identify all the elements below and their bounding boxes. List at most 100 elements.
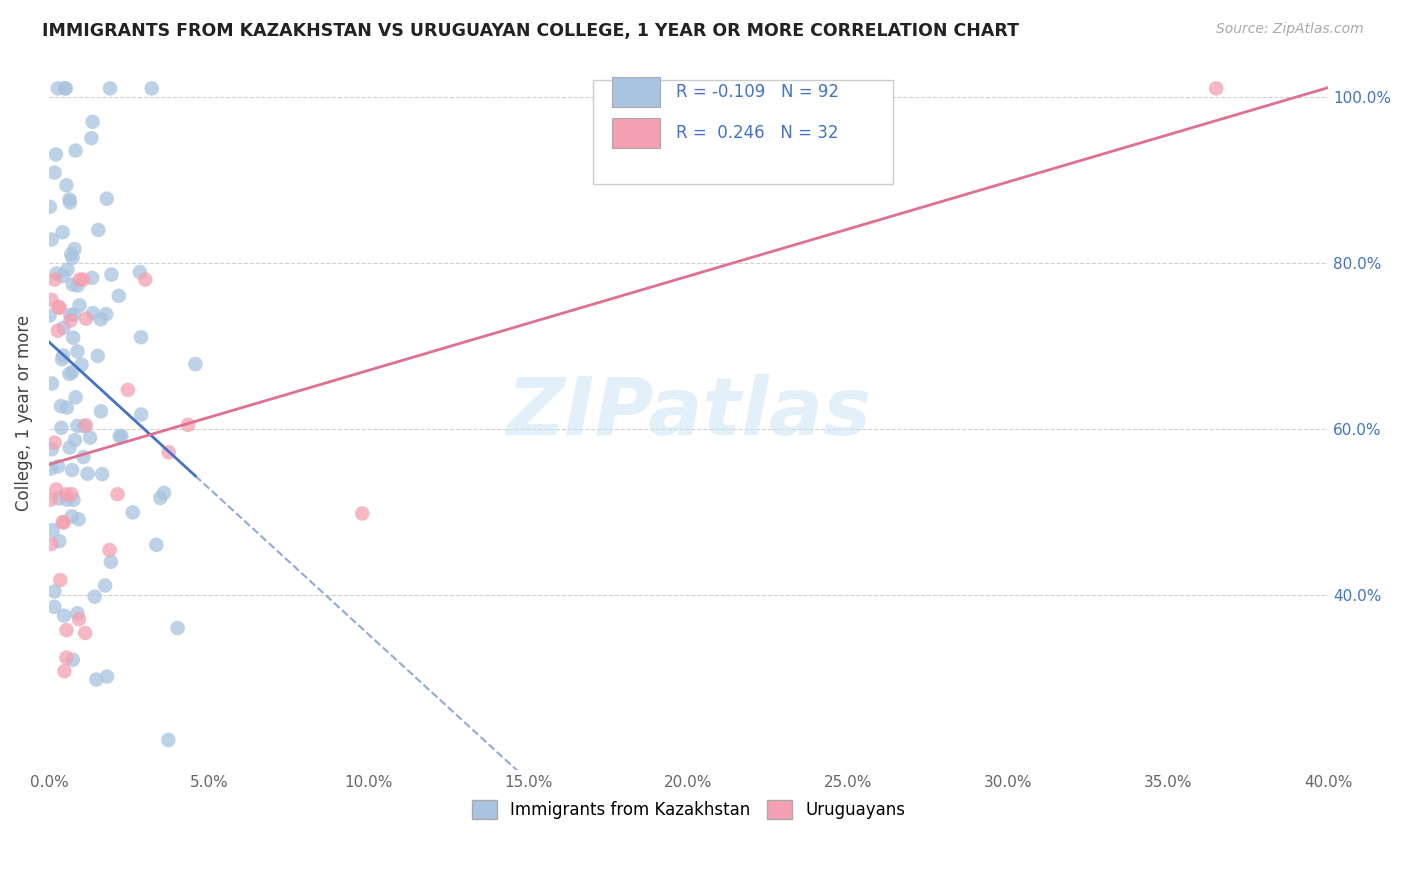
Point bbox=[55, 650, 77, 665]
Point bbox=[134, 272, 156, 286]
Point bbox=[72, 272, 94, 286]
Point bbox=[62, 277, 84, 292]
Point bbox=[108, 429, 131, 443]
Point bbox=[39, 461, 62, 475]
Point bbox=[48, 300, 70, 314]
Point bbox=[86, 673, 108, 687]
Point bbox=[52, 349, 75, 363]
Point bbox=[60, 365, 83, 379]
Point bbox=[90, 312, 112, 326]
Point bbox=[53, 608, 76, 623]
Point bbox=[44, 166, 66, 180]
Point bbox=[157, 445, 180, 459]
Y-axis label: College, 1 year or more: College, 1 year or more bbox=[15, 315, 32, 510]
Point bbox=[121, 505, 143, 519]
Point bbox=[44, 272, 66, 286]
Point bbox=[107, 289, 129, 303]
Point bbox=[59, 313, 82, 327]
Point bbox=[129, 408, 152, 422]
Point bbox=[65, 390, 87, 404]
Point bbox=[80, 131, 103, 145]
Point bbox=[352, 507, 374, 521]
Point bbox=[46, 459, 69, 474]
Point bbox=[72, 450, 94, 464]
Point bbox=[70, 358, 93, 372]
Point bbox=[110, 429, 132, 443]
Point bbox=[60, 247, 83, 261]
Point bbox=[60, 463, 83, 477]
Point bbox=[87, 223, 110, 237]
Point bbox=[91, 467, 114, 482]
Point bbox=[44, 435, 66, 450]
Point bbox=[184, 357, 207, 371]
Point bbox=[63, 434, 86, 448]
Point bbox=[45, 267, 67, 281]
Point bbox=[41, 523, 63, 537]
Text: R = -0.109   N = 92: R = -0.109 N = 92 bbox=[676, 83, 839, 102]
Point bbox=[82, 115, 104, 129]
Point bbox=[96, 669, 118, 683]
Point bbox=[59, 308, 82, 322]
Point bbox=[62, 331, 84, 345]
Point bbox=[67, 612, 90, 626]
FancyBboxPatch shape bbox=[592, 80, 893, 184]
Point bbox=[82, 306, 104, 320]
Point bbox=[53, 81, 76, 95]
Point bbox=[46, 324, 69, 338]
Text: R =  0.246   N = 32: R = 0.246 N = 32 bbox=[676, 124, 838, 142]
Point bbox=[96, 192, 118, 206]
Point bbox=[51, 421, 73, 435]
Point bbox=[52, 515, 75, 529]
Point bbox=[59, 195, 82, 210]
Point bbox=[66, 418, 89, 433]
Point bbox=[145, 538, 167, 552]
Point bbox=[82, 271, 104, 285]
Point bbox=[75, 418, 97, 433]
Point bbox=[67, 512, 90, 526]
Point bbox=[58, 367, 80, 381]
Point bbox=[60, 487, 83, 501]
Point bbox=[63, 242, 86, 256]
Point bbox=[73, 419, 96, 434]
Point bbox=[76, 467, 98, 481]
Point bbox=[166, 621, 188, 635]
Point bbox=[66, 278, 89, 293]
Point bbox=[39, 492, 62, 507]
Point bbox=[49, 573, 72, 587]
Point bbox=[1205, 81, 1227, 95]
Point bbox=[58, 193, 80, 207]
Point bbox=[107, 487, 129, 501]
Point bbox=[55, 178, 77, 193]
Point bbox=[100, 268, 122, 282]
Point bbox=[48, 491, 70, 506]
Point bbox=[69, 272, 91, 286]
Point bbox=[53, 664, 76, 678]
Point bbox=[83, 590, 105, 604]
Point bbox=[153, 486, 176, 500]
Point bbox=[44, 584, 66, 599]
Text: IMMIGRANTS FROM KAZAKHSTAN VS URUGUAYAN COLLEGE, 1 YEAR OR MORE CORRELATION CHAR: IMMIGRANTS FROM KAZAKHSTAN VS URUGUAYAN … bbox=[42, 22, 1019, 40]
Point bbox=[45, 147, 67, 161]
Point bbox=[48, 301, 70, 315]
Point bbox=[62, 653, 84, 667]
Point bbox=[55, 81, 77, 95]
Point bbox=[55, 623, 77, 637]
Point bbox=[75, 311, 97, 326]
Point bbox=[141, 81, 163, 95]
Point bbox=[90, 404, 112, 418]
Point bbox=[65, 144, 87, 158]
Text: ZIPatlas: ZIPatlas bbox=[506, 374, 872, 451]
Point bbox=[75, 626, 97, 640]
Point bbox=[39, 200, 62, 214]
Point bbox=[51, 352, 73, 367]
Point bbox=[49, 399, 72, 413]
Point bbox=[66, 607, 89, 621]
Bar bbox=[612, 78, 661, 107]
Point bbox=[38, 309, 60, 323]
Point bbox=[55, 487, 77, 501]
Text: Source: ZipAtlas.com: Source: ZipAtlas.com bbox=[1216, 22, 1364, 37]
Point bbox=[117, 383, 139, 397]
Point bbox=[63, 307, 86, 321]
Point bbox=[66, 344, 89, 359]
Point bbox=[41, 293, 63, 307]
